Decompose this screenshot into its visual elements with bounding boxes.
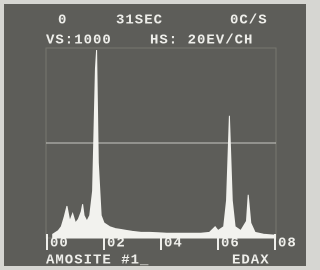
horizontal-scale: HS: 20EV/CH: [150, 33, 253, 49]
header-time: 31SEC: [116, 13, 163, 29]
vertical-scale: VS:1000: [46, 33, 112, 49]
brand: EDAX: [232, 253, 270, 269]
sample-label: AMOSITE #1_: [46, 253, 149, 269]
x-tick-label: 08: [278, 236, 297, 252]
screen: 0 31SEC 0C/S VS:1000 HS: 20EV/CH AMOSITE…: [0, 0, 310, 270]
page: 0 31SEC 0C/S VS:1000 HS: 20EV/CH AMOSITE…: [0, 0, 320, 270]
header-count: 0: [58, 13, 67, 29]
header-rate: 0C/S: [230, 13, 268, 29]
